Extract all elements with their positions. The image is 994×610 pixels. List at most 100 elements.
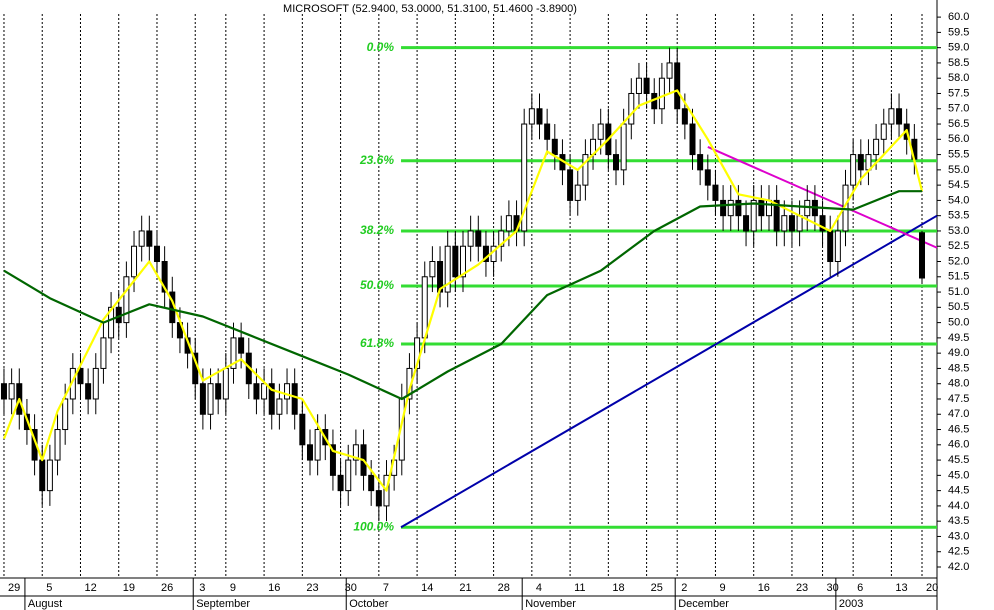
y-tick-label: 47.5 <box>948 393 969 405</box>
candle-body <box>643 77 650 94</box>
candle-body <box>857 154 864 171</box>
x-tick-label: 2 <box>681 582 687 594</box>
candle-body <box>215 383 222 400</box>
candle-body <box>39 459 46 492</box>
candle-body <box>329 444 336 476</box>
y-tick-label: 52.0 <box>948 255 969 267</box>
y-tick-label: 48.0 <box>948 378 969 390</box>
candle-body <box>766 199 773 217</box>
month-label: September <box>196 598 250 610</box>
x-tick-label: 30 <box>827 582 839 594</box>
x-tick-label: 16 <box>758 582 770 594</box>
y-tick-label: 58.5 <box>948 57 969 69</box>
x-tick-label: 20 <box>926 582 938 594</box>
candle-body <box>505 215 512 232</box>
candle-body <box>819 215 826 232</box>
candle-body <box>337 474 344 492</box>
candle-body <box>92 367 99 400</box>
candle-body <box>620 123 627 171</box>
candle-body <box>735 199 742 217</box>
y-tick-label: 51.5 <box>948 271 969 283</box>
candle-body <box>521 123 528 232</box>
candle-body <box>880 123 887 140</box>
candle-body <box>788 215 795 232</box>
y-tick-label: 42.5 <box>948 546 969 558</box>
candle-body <box>475 230 482 247</box>
candle-body <box>314 429 321 461</box>
candle-body <box>482 245 489 263</box>
candle-body <box>0 383 7 400</box>
candle-body <box>658 77 665 110</box>
y-tick-label: 45.0 <box>948 469 969 481</box>
y-tick-label: 53.5 <box>948 210 969 222</box>
y-tick-label: 59.0 <box>948 42 969 54</box>
x-tick-label: 7 <box>383 582 389 594</box>
candle-body <box>896 108 903 125</box>
candle-body <box>62 398 69 431</box>
y-tick-label: 55.5 <box>948 148 969 160</box>
candle-body <box>551 138 558 156</box>
candle-body <box>834 230 841 263</box>
month-label: 2003 <box>839 598 863 610</box>
x-tick-label: 18 <box>612 582 624 594</box>
fib-label: 0.0% <box>367 40 395 54</box>
fib-label: 38.2% <box>360 223 394 237</box>
fib-label: 100.0% <box>353 519 394 533</box>
candle-body <box>712 184 719 201</box>
candle-body <box>153 245 160 263</box>
candle-body <box>574 184 581 201</box>
candle-body <box>681 108 688 125</box>
y-tick-label: 45.5 <box>948 454 969 466</box>
x-tick-label: 16 <box>268 582 280 594</box>
y-tick-label: 52.5 <box>948 240 969 252</box>
y-tick-label: 53.0 <box>948 225 969 237</box>
candle-body <box>77 367 84 385</box>
y-tick-label: 58.0 <box>948 72 969 84</box>
candle-body <box>199 383 206 415</box>
candle-body <box>635 77 642 94</box>
y-tick-label: 42.0 <box>948 561 969 573</box>
candle-body <box>375 490 382 507</box>
candle-body <box>85 383 92 400</box>
y-tick-label: 56.0 <box>948 133 969 145</box>
x-tick-label: 29 <box>8 582 20 594</box>
x-tick-label: 5 <box>46 582 52 594</box>
y-tick-label: 56.5 <box>948 118 969 130</box>
candle-body <box>796 215 803 232</box>
candle-body <box>276 398 283 415</box>
x-tick-label: 11 <box>574 582 585 594</box>
moving-average <box>2 89 924 492</box>
candle-body <box>452 245 459 278</box>
y-tick-label: 46.0 <box>948 439 969 451</box>
candle-body <box>597 123 604 140</box>
x-tick-label: 19 <box>123 582 135 594</box>
candle-body <box>207 383 214 415</box>
candle-body <box>582 154 589 186</box>
month-label: November <box>525 598 576 610</box>
y-tick-label: 43.0 <box>948 530 969 542</box>
y-tick-label: 54.5 <box>948 179 969 191</box>
fib-label: 50.0% <box>360 278 394 292</box>
candle-body <box>230 337 237 369</box>
x-tick-label: 6 <box>857 582 863 594</box>
candle-body <box>827 230 834 263</box>
y-tick-label: 43.5 <box>948 515 969 527</box>
x-tick-label: 30 <box>345 582 357 594</box>
x-tick-label: 4 <box>536 582 542 594</box>
x-tick-label: 3 <box>199 582 205 594</box>
y-tick-label: 48.5 <box>948 362 969 374</box>
candle-body <box>138 230 145 247</box>
candle-body <box>100 337 107 369</box>
y-tick-label: 57.5 <box>948 87 969 99</box>
x-tick-label: 23 <box>796 582 808 594</box>
candle-body <box>368 474 375 492</box>
candle-body <box>498 230 505 247</box>
candle-body <box>612 154 619 171</box>
candle-body <box>888 108 895 125</box>
chart-title: MICROSOFT (52.9400, 53.0000, 51.3100, 51… <box>283 3 577 15</box>
candle-body <box>850 154 857 186</box>
x-tick-label: 26 <box>161 582 173 594</box>
candle-body <box>781 215 788 232</box>
candle-body <box>8 383 15 400</box>
